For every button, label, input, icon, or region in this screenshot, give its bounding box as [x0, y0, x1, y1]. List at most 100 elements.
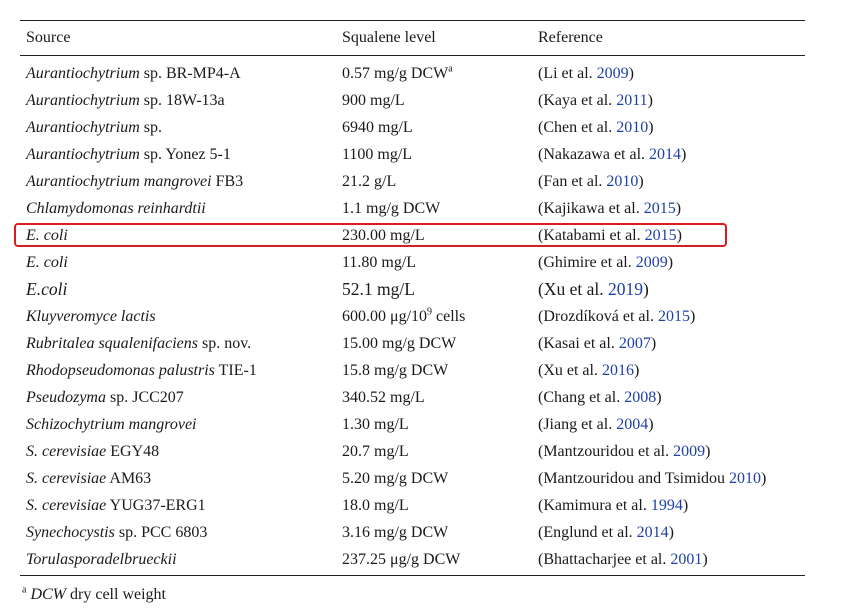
source-cell: E. coli: [26, 222, 68, 249]
reference-year-link[interactable]: 1994: [650, 497, 683, 514]
species-name: S. cerevisiae: [26, 497, 107, 514]
reference-year-link[interactable]: 2010: [729, 470, 762, 487]
squalene-level-cell: 1.1 mg/g DCW: [342, 195, 440, 222]
strain-name: sp. 18W-13a: [139, 92, 225, 109]
level-value: 600.00 μg/10: [342, 308, 428, 325]
table-row: Aurantiochytrium sp. Yonez 5-1 1100 mg/L (…: [20, 141, 805, 168]
squalene-level-cell: 18.0 mg/L: [342, 492, 409, 519]
level-value: 1.1 mg/g DCW: [342, 200, 441, 217]
source-cell: Aurantiochytrium mangrovei FB3: [26, 168, 243, 195]
reference-year-link[interactable]: 2011: [616, 92, 648, 109]
reference-authors: (Li et al.: [538, 65, 597, 82]
species-name: E. coli: [26, 254, 68, 271]
source-cell: Aurantiochytrium sp. BR-MP4-A: [26, 60, 241, 87]
table-row: Schizochytrium mangrovei 1.30 mg/L (Jiang …: [20, 411, 805, 438]
source-cell: Rubritalea squalenifaciens sp. nov.: [26, 330, 251, 357]
reference-cell: (Kaya et al. 2011): [538, 87, 653, 114]
level-value: 21.2 g/L: [342, 173, 397, 190]
table-row: Synechocystis sp. PCC 6803 3.16 mg/g DCW (…: [20, 519, 805, 546]
species-name: Chlamydomonas reinhardtii: [26, 200, 206, 217]
squalene-level-cell: 11.80 mg/L: [342, 249, 416, 276]
source-cell: S. cerevisiae YUG37-ERG1: [26, 492, 206, 519]
reference-year-link[interactable]: 2010: [606, 173, 639, 190]
reference-year-link[interactable]: 2004: [616, 416, 649, 433]
reference-year-link[interactable]: 2015: [657, 308, 690, 325]
footnote-marker: a: [22, 584, 27, 596]
reference-year-link[interactable]: 2019: [607, 279, 643, 299]
reference-close: ): [761, 470, 767, 487]
reference-year-link[interactable]: 2009: [673, 443, 706, 460]
reference-year-link[interactable]: 2009: [596, 65, 629, 82]
header-source: Source: [26, 29, 71, 46]
reference-authors: (Fan et al.: [538, 173, 607, 190]
reference-year-link[interactable]: 2015: [643, 200, 676, 217]
reference-year-link[interactable]: 2001: [670, 551, 703, 568]
reference-cell: (Xu et al. 2019): [538, 276, 649, 303]
squalene-table: Source Squalene level Reference Aurantio…: [14, 20, 805, 576]
reference-cell: (Xu et al. 2016): [538, 357, 639, 384]
reference-close: ): [648, 416, 654, 433]
strain-name: sp.: [139, 119, 162, 136]
table-row: Aurantiochytrium mangrovei FB3 21.2 g/L (F…: [20, 168, 805, 195]
source-cell: Kluyveromyce lactis: [26, 303, 156, 330]
squalene-level-cell: 237.25 μg/g DCW: [342, 546, 460, 573]
reference-authors: (Xu et al.: [538, 279, 608, 299]
species-name: Rubritalea squalenifaciens: [26, 335, 198, 352]
strain-name: sp. JCC207: [105, 389, 184, 406]
table-row: E. coli 11.80 mg/L (Ghimire et al. 2009): [20, 249, 805, 276]
species-name: Rhodopseudomonas palustris: [26, 362, 215, 379]
reference-authors: (Chang et al.: [538, 389, 625, 406]
species-name: E.coli: [26, 279, 68, 299]
source-cell: E. coli: [26, 249, 68, 276]
reference-close: ): [647, 92, 653, 109]
table-header-rule: [20, 55, 805, 56]
reference-year-link[interactable]: 2014: [649, 146, 682, 163]
reference-authors: (Katabami et al.: [538, 227, 645, 244]
source-cell: Aurantiochytrium sp. Yonez 5-1: [26, 141, 231, 168]
strain-name: FB3: [211, 173, 244, 190]
reference-cell: (Mantzouridou et al. 2009): [538, 438, 710, 465]
source-cell: Aurantiochytrium sp. 18W-13a: [26, 87, 225, 114]
reference-close: ): [705, 443, 711, 460]
table-top-rule: [20, 20, 805, 21]
reference-cell: (Bhattacharjee et al. 2001): [538, 546, 708, 573]
source-cell: E.coli: [26, 276, 67, 303]
squalene-level-cell: 600.00 μg/109 cells: [342, 303, 465, 330]
reference-authors: (Bhattacharjee et al.: [538, 551, 671, 568]
header-reference: Reference: [538, 29, 603, 46]
table-row: Pseudozyma sp. JCC207 340.52 mg/L (Chang e…: [20, 384, 805, 411]
reference-cell: (Li et al. 2009): [538, 60, 634, 87]
squalene-level-cell: 900 mg/L: [342, 87, 405, 114]
table-row: Torulasporadelbrueckii 237.25 μg/g DCW (Bh…: [20, 546, 805, 573]
squalene-level-cell: 3.16 mg/g DCW: [342, 519, 448, 546]
reference-close: ): [628, 65, 634, 82]
source-cell: Aurantiochytrium sp.: [26, 114, 162, 141]
reference-year-link[interactable]: 2009: [635, 254, 668, 271]
reference-year-link[interactable]: 2010: [616, 119, 649, 136]
reference-close: ): [633, 362, 640, 379]
strain-name: YUG37-ERG1: [106, 497, 206, 514]
reference-close: ): [689, 308, 696, 325]
species-name: Aurantiochytrium: [26, 92, 140, 109]
reference-year-link[interactable]: 2007: [618, 335, 651, 352]
reference-authors: (Drozdíková et al.: [538, 308, 658, 325]
level-value: 18.0 mg/L: [342, 497, 409, 514]
source-cell: S. cerevisiae AM63: [26, 465, 151, 492]
table-footnote: a DCW dry cell weight: [22, 584, 166, 604]
reference-close: ): [675, 200, 682, 217]
reference-close: ): [648, 119, 654, 136]
reference-year-link[interactable]: 2016: [601, 362, 634, 379]
species-name: Aurantiochytrium mangrovei: [26, 173, 212, 190]
reference-year-link[interactable]: 2014: [636, 524, 669, 541]
squalene-level-cell: 20.7 mg/L: [342, 438, 409, 465]
level-value: 5.20 mg/g DCW: [342, 470, 449, 487]
strain-name: sp. nov.: [197, 335, 252, 352]
reference-year-link[interactable]: 2008: [624, 389, 657, 406]
level-value: 3.16 mg/g DCW: [342, 524, 449, 541]
reference-cell: (Kamimura et al. 1994): [538, 492, 688, 519]
reference-year-link[interactable]: 2015: [644, 227, 677, 244]
table-row: S. cerevisiae YUG37-ERG1 18.0 mg/L (Kamimu…: [20, 492, 805, 519]
species-name: Torulasporadelbrueckii: [26, 551, 177, 568]
source-cell: Torulasporadelbrueckii: [26, 546, 177, 573]
reference-cell: (Kajikawa et al. 2015): [538, 195, 681, 222]
